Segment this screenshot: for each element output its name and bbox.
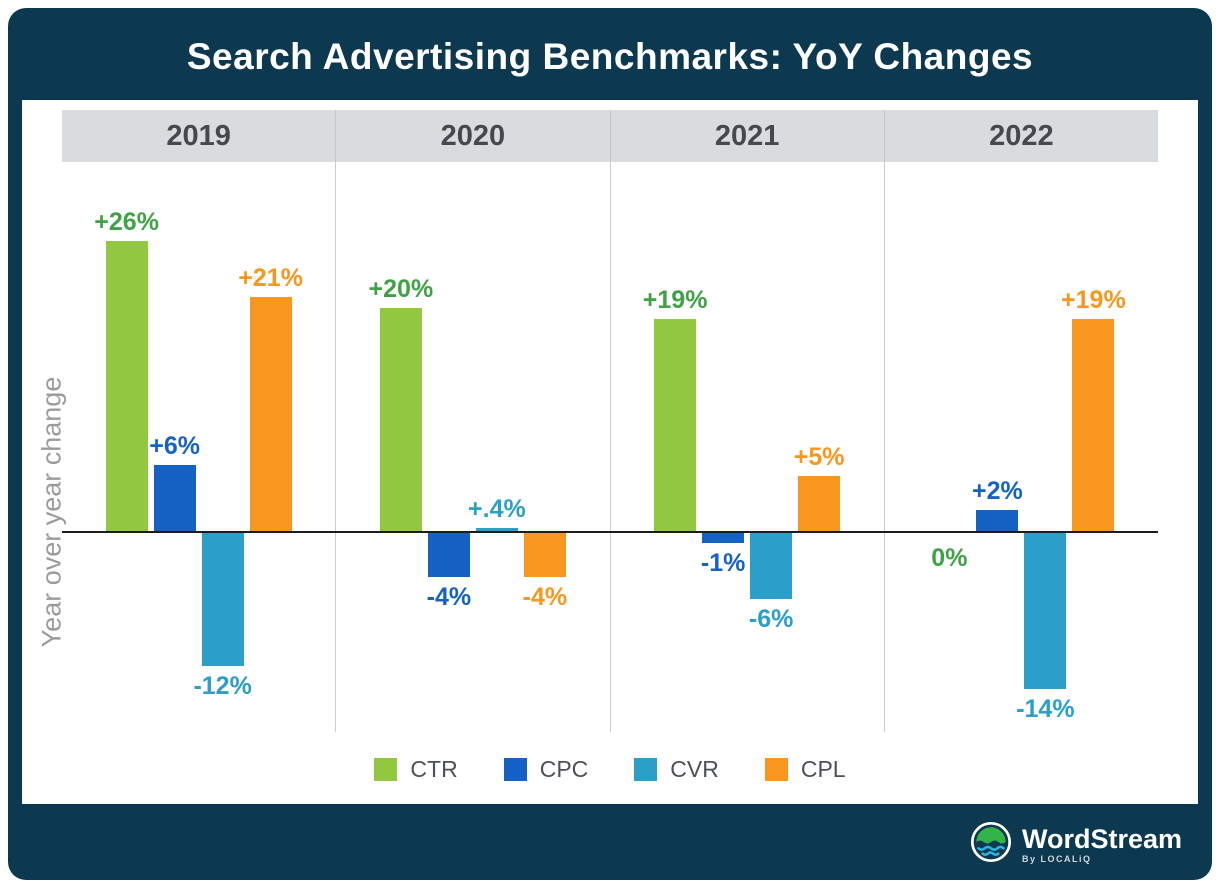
year-header-band: 2019 2020 2021 2022 <box>62 110 1158 162</box>
bar-slot-cpc-2020: -4% <box>426 162 472 732</box>
bar-value-label-cvr-2019: -12% <box>193 672 252 701</box>
bar-slot-ctr-2021: +19% <box>643 162 707 732</box>
bar-slot-ctr-2020: +20% <box>369 162 433 732</box>
chart-panel: 2019 2020 2021 2022 Year over year change +… <box>22 100 1198 804</box>
bar-group-2022: 0% +2% -14% +19% <box>928 162 1126 732</box>
legend-swatch-cvr <box>634 758 658 781</box>
legend-item-cpl: CPL <box>764 756 846 783</box>
bar-value-label-cvr-2022: -14% <box>1016 694 1075 723</box>
bar-cpl-2020 <box>523 532 566 577</box>
year-label-2021: 2021 <box>609 110 884 162</box>
bar-cvr-2019 <box>201 532 244 667</box>
year-column-2021: +19% -1% -6% +5% <box>609 162 884 732</box>
year-column-2020: +20% -4% +.4% -4% <box>335 162 609 732</box>
plot-area: +26% +6% -12% +21% +20% -4% +.4% -4% +19% -1% -6% +… <box>62 162 1158 732</box>
bar-cpl-2022 <box>1072 319 1115 532</box>
year-label-2020: 2020 <box>335 110 609 162</box>
bar-slot-cvr-2021: -6% <box>748 162 794 732</box>
brand-name: WordStream <box>1021 824 1182 854</box>
bar-value-label-cpl-2021: +5% <box>793 443 845 471</box>
bar-value-label-cvr-2021: -6% <box>748 605 794 634</box>
bar-cvr-2021 <box>750 532 793 600</box>
bar-value-label-cvr-2020: +.4% <box>468 494 526 523</box>
legend-swatch-cpc <box>503 758 527 781</box>
bar-value-label-cpl-2022: +19% <box>1061 286 1126 315</box>
brand-footer: WordStream By LOCALiQ <box>970 821 1182 868</box>
bar-value-label-cpc-2019: +6% <box>149 431 200 460</box>
bar-cpl-2019 <box>249 296 292 532</box>
bar-cpc-2022 <box>976 509 1019 532</box>
bar-ctr-2021 <box>654 319 697 532</box>
zero-axis-line <box>62 531 1158 533</box>
bar-slot-cvr-2019: -12% <box>193 162 252 732</box>
legend-label-cpc: CPC <box>539 756 589 782</box>
bar-slot-cpc-2021: -1% <box>700 162 746 732</box>
legend-item-cpc: CPC <box>503 756 589 783</box>
legend-item-cvr: CVR <box>634 756 719 783</box>
chart-legend: CTR CPC CVR CPL <box>22 756 1198 783</box>
bar-slot-cvr-2022: -14% <box>1016 162 1075 732</box>
wordstream-logo-icon <box>970 821 1012 868</box>
bar-cpc-2021 <box>702 532 745 544</box>
bar-value-label-cpc-2022: +2% <box>972 476 1023 505</box>
year-column-2022: 0% +2% -14% +19% <box>883 162 1158 732</box>
year-column-2019: +26% +6% -12% +21% <box>62 162 335 732</box>
bar-slot-ctr-2022: 0% <box>928 162 970 732</box>
bar-ctr-2020 <box>379 308 422 532</box>
bar-cpc-2020 <box>427 532 470 577</box>
year-label-2019: 2019 <box>166 119 231 152</box>
bar-slot-cvr-2020: +.4% <box>468 162 526 732</box>
chart-card: Search Advertising Benchmarks: YoY Chang… <box>8 8 1212 880</box>
bar-cpc-2019 <box>153 464 196 532</box>
bar-slot-cpl-2022: +19% <box>1061 162 1126 732</box>
bar-group-2020: +20% -4% +.4% -4% <box>369 162 568 732</box>
bar-value-label-cpl-2019: +21% <box>238 263 303 292</box>
bar-value-label-cpc-2020: -4% <box>426 582 472 611</box>
bar-ctr-2019 <box>105 240 148 532</box>
chart-title: Search Advertising Benchmarks: YoY Chang… <box>186 36 1034 77</box>
bar-cpl-2021 <box>798 476 841 532</box>
legend-label-cpl: CPL <box>800 756 846 782</box>
bar-cvr-2022 <box>1024 532 1067 689</box>
bar-cvr-2020 <box>475 527 518 532</box>
bar-value-label-ctr-2022: 0% <box>931 544 968 572</box>
bar-value-label-ctr-2019: +26% <box>94 207 159 236</box>
bar-group-2021: +19% -1% -6% +5% <box>643 162 845 732</box>
bar-slot-ctr-2019: +26% <box>94 162 159 732</box>
bar-value-label-ctr-2020: +20% <box>368 275 434 303</box>
legend-label-cvr: CVR <box>670 756 719 782</box>
bar-slot-cpl-2021: +5% <box>794 162 844 732</box>
bar-group-2019: +26% +6% -12% +21% <box>94 162 303 732</box>
legend-swatch-cpl <box>764 758 788 781</box>
year-label-2022: 2022 <box>883 110 1158 162</box>
bar-slot-cpc-2019: +6% <box>149 162 200 732</box>
legend-item-ctr: CTR <box>374 756 458 783</box>
bar-value-label-cpc-2021: -1% <box>700 549 746 578</box>
bar-slot-cpc-2022: +2% <box>972 162 1023 732</box>
bar-slot-cpl-2019: +21% <box>238 162 303 732</box>
legend-label-ctr: CTR <box>410 756 458 782</box>
legend-swatch-ctr <box>374 758 398 781</box>
bar-slot-cpl-2020: -4% <box>522 162 568 732</box>
bar-value-label-ctr-2021: +19% <box>642 286 708 315</box>
bar-value-label-cpl-2020: -4% <box>522 582 568 611</box>
brand-byline: By LOCALiQ <box>1021 854 1092 864</box>
